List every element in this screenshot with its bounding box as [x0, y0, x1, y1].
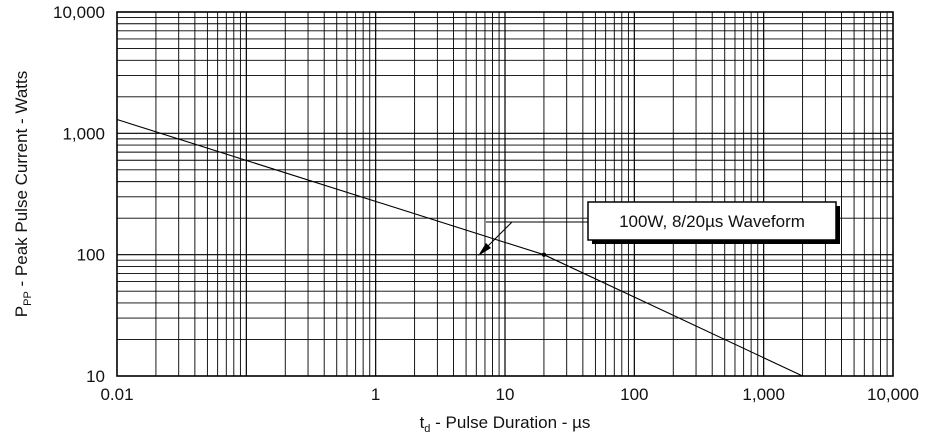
- callout-text: 100W, 8/20µs Waveform: [619, 212, 805, 231]
- grid-lines: [117, 12, 893, 376]
- plot-frame: [116, 11, 894, 377]
- callout-arrowhead: [478, 243, 491, 256]
- x-tick-labels: 0.01 1 10 100 1,000 10,000: [100, 385, 919, 404]
- x-tick-label: 100: [620, 385, 648, 404]
- annotated-point: [541, 252, 547, 257]
- x-axis-title-rest: - Pulse Duration - µs: [430, 413, 590, 432]
- y-tick-label: 1,000: [62, 124, 105, 143]
- y-tick-label: 10,000: [53, 3, 105, 22]
- series-group: [116, 118, 803, 377]
- x-tick-label: 1,000: [742, 385, 785, 404]
- x-tick-label: 0.01: [100, 385, 133, 404]
- x-tick-label: 10,000: [867, 385, 919, 404]
- y-tick-labels: 10 100 1,000 10,000: [53, 3, 105, 386]
- y-axis-title-main: P: [12, 306, 31, 317]
- y-axis-title-subscript: PP: [22, 291, 34, 306]
- x-tick-label: 1: [371, 385, 380, 404]
- x-axis-title: td - Pulse Duration - µs: [420, 413, 591, 435]
- y-axis-title-rest: - Peak Pulse Current - Watts: [12, 71, 31, 291]
- x-axis-title-subscript: d: [424, 423, 430, 435]
- callout-arrow-diagonal: [483, 221, 513, 251]
- x-axis-title-main: t: [420, 413, 425, 432]
- y-tick-label: 100: [77, 246, 105, 265]
- callout: 100W, 8/20µs Waveform: [478, 201, 840, 256]
- x-tick-label: 10: [496, 385, 515, 404]
- callout-box: [587, 201, 837, 241]
- y-axis-title: PPP - Peak Pulse Current - Watts: [12, 71, 34, 317]
- y-tick-label: 10: [86, 367, 105, 386]
- series-line: [116, 118, 803, 377]
